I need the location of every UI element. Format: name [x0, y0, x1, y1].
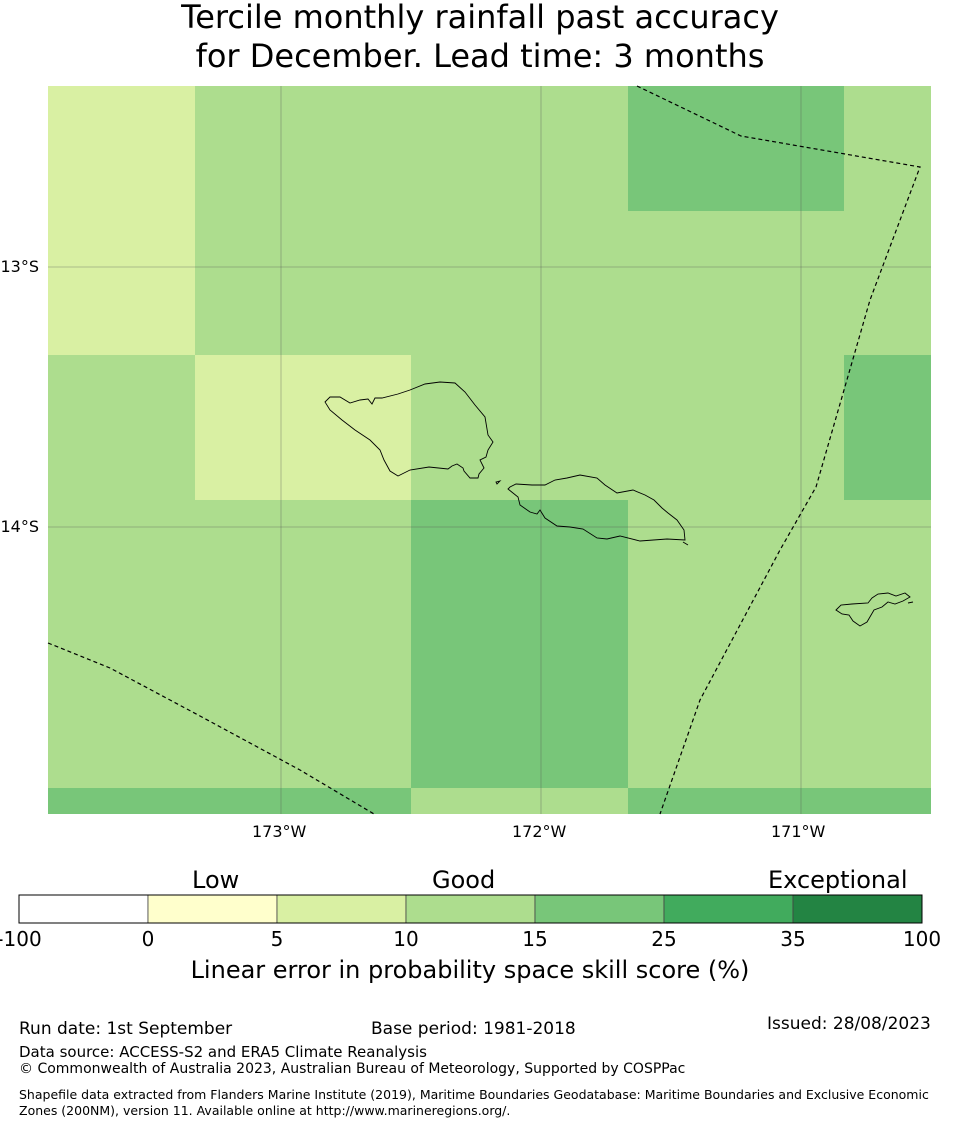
lat-label-13s: 13°S	[0, 257, 39, 276]
run-date: Run date: 1st September	[19, 1019, 233, 1039]
lon-label-173w: 173°W	[252, 822, 307, 841]
colorbar-segment	[663, 894, 794, 924]
upolu-tail	[682, 541, 689, 546]
colorbar-frame	[18, 894, 923, 924]
colorbar	[18, 894, 923, 924]
colorbar-axis-label: Linear error in probability space skill …	[190, 956, 750, 984]
grid-cell-south-central	[411, 500, 628, 788]
skill-map	[47, 85, 931, 815]
issued-date: Issued: 28/08/2023	[767, 1014, 931, 1034]
grid-cell-bottom-left	[48, 788, 411, 814]
colorbar-tick-label: 100	[902, 927, 942, 951]
coastlines	[324, 381, 914, 627]
colorbar-segment	[276, 894, 407, 924]
colorbar-tick-label: -100	[0, 927, 42, 951]
lon-label-171w: 171°W	[771, 822, 826, 841]
colorbar-tick-label: 35	[780, 927, 806, 951]
graticule	[48, 86, 931, 814]
lon-label-172w: 172°W	[512, 822, 567, 841]
colorbar-segment	[534, 894, 665, 924]
copyright: © Commonwealth of Australia 2023, Austra…	[19, 1061, 686, 1077]
colorbar-tick-label: 10	[393, 927, 419, 951]
colorbar-segment	[792, 894, 923, 924]
title-line-1: Tercile monthly rainfall past accuracy	[181, 0, 779, 36]
colorbar-tick-label: 0	[141, 927, 155, 951]
grid-cell-west-island	[195, 355, 411, 500]
colorbar-tick-label: 5	[270, 927, 284, 951]
manono-islet	[495, 480, 502, 485]
colorbar-segment	[147, 894, 278, 924]
grid-cell-ne	[628, 86, 844, 211]
base-period: Base period: 1981-2018	[371, 1019, 576, 1039]
title-line-2: for December. Lead time: 3 months	[195, 37, 765, 75]
upolu-island	[507, 474, 686, 542]
tutuila-island	[835, 592, 911, 627]
data-source: Data source: ACCESS-S2 and ERA5 Climate …	[19, 1043, 427, 1061]
eez-boundaries	[47, 85, 921, 815]
colorbar-header-exceptional: Exceptional	[768, 866, 908, 894]
colorbar-header-low: Low	[192, 866, 240, 894]
savaii-island	[324, 381, 494, 479]
grid-cell-east	[844, 355, 931, 500]
colorbar-header-good: Good	[432, 866, 496, 894]
aunuu-islet	[907, 601, 914, 604]
grid-cell-nw	[48, 86, 195, 355]
colorbar-tick-label: 15	[522, 927, 548, 951]
grid-cell-bottom-right	[628, 788, 931, 814]
colorbar-segment	[405, 894, 536, 924]
shapefile-credit: Shapefile data extracted from Flanders M…	[19, 1087, 929, 1118]
colorbar-tick-label: 25	[651, 927, 677, 951]
lat-label-14s: 14°S	[0, 517, 39, 536]
colorbar-segment	[18, 894, 149, 924]
skill-grid-cells	[48, 86, 931, 814]
map-title: Tercile monthly rainfall past accuracy f…	[0, 0, 960, 76]
